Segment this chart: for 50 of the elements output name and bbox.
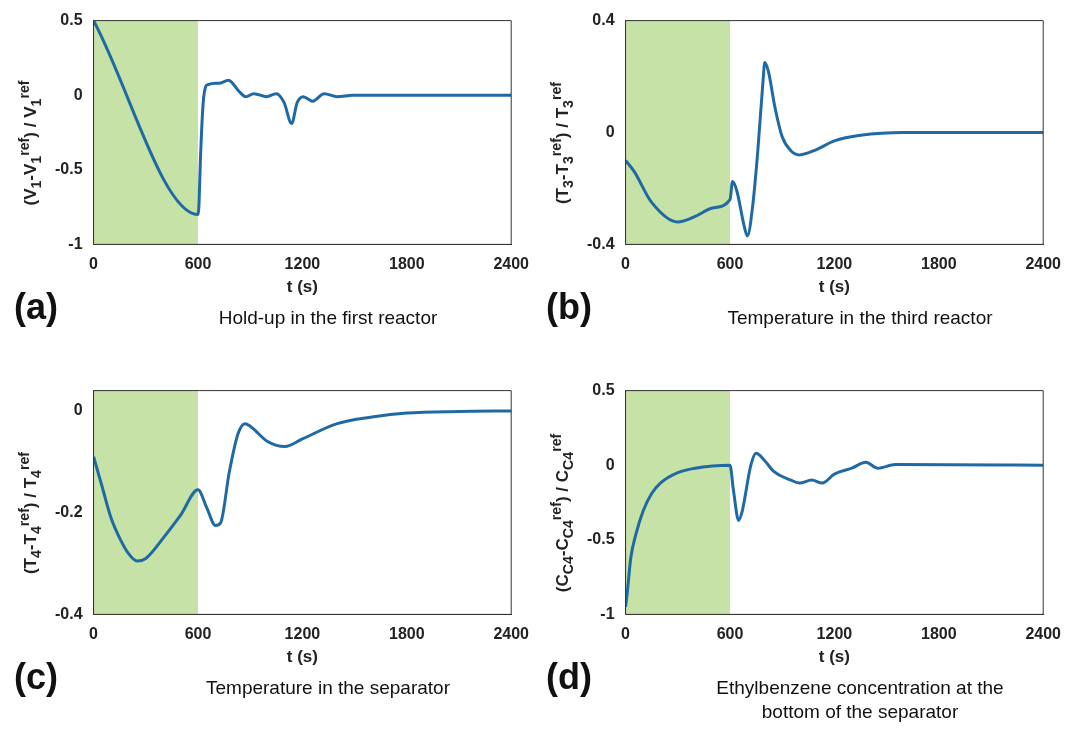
x-axis-title: t (s) (818, 277, 850, 297)
x-tick-label: 0 (89, 255, 99, 273)
y-tick-label: -1 (600, 604, 615, 622)
x-tick-label: 600 (184, 625, 212, 643)
text: (a) (14, 286, 58, 328)
text: (b) (546, 286, 592, 328)
x-tick-label: 1800 (921, 255, 957, 273)
text: Temperature in the third reactor (726, 306, 994, 330)
y-tick-label: -0.5 (586, 530, 615, 548)
text: Temperature in the separator (205, 676, 451, 700)
x-tick-label: 1800 (389, 255, 425, 273)
text: Hold-up in the first reactor (217, 306, 439, 330)
y-tick-label: -0.5 (54, 160, 83, 178)
y-tick-label: -0.4 (586, 234, 615, 252)
x-tick-label: 0 (621, 255, 631, 273)
x-tick-label: 1800 (921, 625, 957, 643)
y-tick-label: 0 (73, 401, 83, 419)
line-series (93, 409, 512, 563)
y-tick-label: 0 (73, 85, 83, 103)
x-tick-label: 1800 (389, 625, 425, 643)
text: (d) (546, 656, 592, 698)
x-tick-label: 0 (621, 625, 631, 643)
x-axis-title: t (s) (286, 277, 318, 297)
y-tick-label: -1 (68, 234, 83, 252)
x-tick-label: 600 (716, 625, 744, 643)
text: Ethylbenzene concentration at the bottom of the separator (715, 676, 1005, 724)
x-tick-label: 1200 (284, 625, 321, 643)
x-tick-label: 0 (89, 625, 99, 643)
y-tick-label: -0.4 (54, 604, 83, 622)
y-tick-label: 0.4 (592, 11, 615, 29)
x-tick-label: 2400 (1025, 625, 1062, 643)
text: (c) (14, 656, 58, 698)
x-tick-label: 600 (716, 255, 744, 273)
x-axis-title: t (s) (286, 647, 318, 667)
x-axis-title: t (s) (818, 647, 850, 667)
line-series (93, 20, 512, 217)
y-tick-label: 0 (605, 122, 615, 140)
y-tick-label: 0.5 (592, 381, 615, 399)
line-series (625, 61, 1044, 238)
x-tick-label: 2400 (493, 625, 530, 643)
x-tick-label: 2400 (493, 255, 530, 273)
x-tick-label: 1200 (816, 255, 853, 273)
y-tick-label: 0 (605, 455, 615, 473)
line-series (625, 451, 1044, 609)
x-tick-label: 2400 (1025, 255, 1062, 273)
x-tick-label: 1200 (284, 255, 321, 273)
x-tick-label: 600 (184, 255, 212, 273)
x-tick-label: 1200 (816, 625, 853, 643)
y-tick-label: 0.5 (60, 11, 83, 29)
y-tick-label: -0.2 (54, 503, 83, 521)
